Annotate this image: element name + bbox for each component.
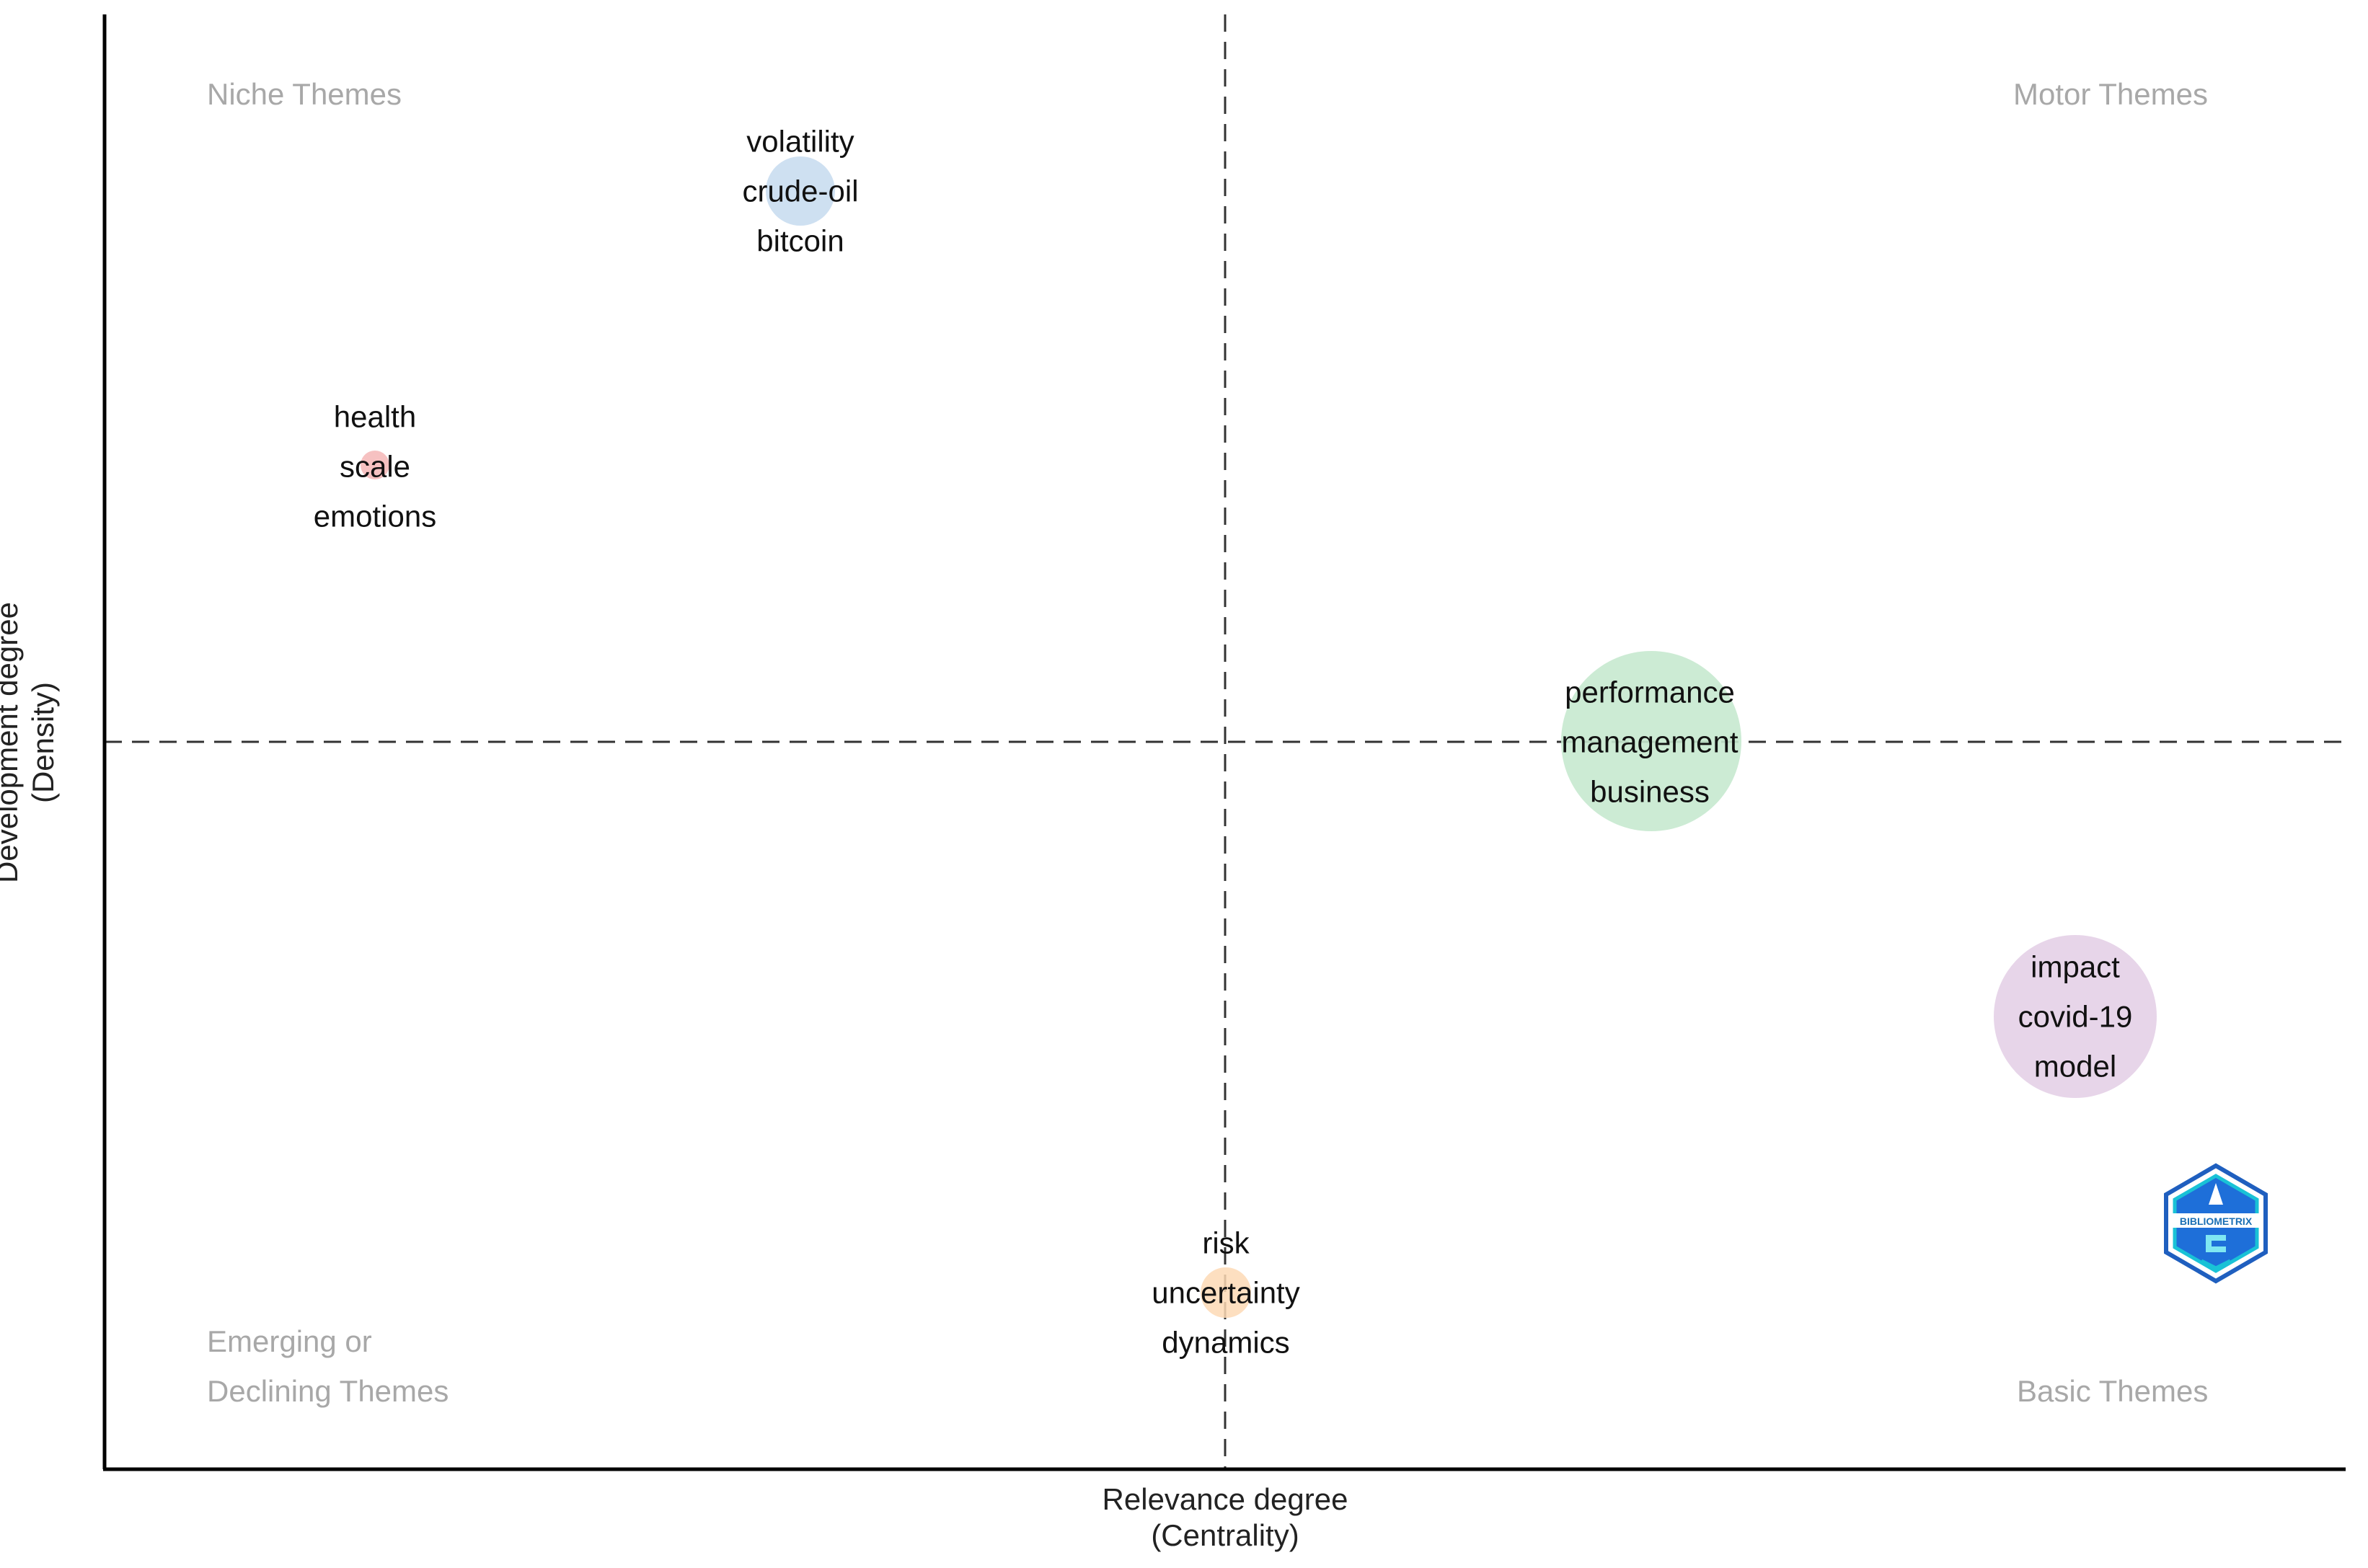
- y-axis-title-line: Development degree: [0, 602, 24, 883]
- quadrant-label-line: Emerging or: [207, 1324, 372, 1358]
- cluster-keyword: management: [1561, 725, 1739, 759]
- cluster-label-impact[interactable]: impact covid-19 model: [2018, 942, 2133, 1091]
- x-axis-title-line: (Centrality): [1151, 1518, 1299, 1552]
- quadrant-label-line: Niche Themes: [207, 77, 402, 111]
- cluster-label-performance[interactable]: performance management business: [1561, 668, 1738, 817]
- cluster-keyword: risk: [1202, 1226, 1250, 1260]
- cluster-bubbles: [361, 156, 2157, 1318]
- x-axis-title: Relevance degree (Centrality): [1081, 1481, 1369, 1554]
- y-axis-title-line: (Density): [26, 681, 60, 804]
- cluster-keyword: bitcoin: [756, 223, 844, 258]
- cluster-bubble-impact[interactable]: [1994, 935, 2157, 1098]
- quadrant-label-basic: Basic Themes: [2017, 1366, 2208, 1416]
- cluster-keyword: uncertainty: [1152, 1275, 1300, 1310]
- cluster-keyword: emotions: [313, 499, 437, 533]
- y-axis-title: Development degree (Density): [0, 598, 61, 887]
- quadrant-label-line: Basic Themes: [2017, 1374, 2209, 1408]
- cluster-keyword: dynamics: [1162, 1325, 1290, 1360]
- cluster-keyword: business: [1590, 774, 1710, 809]
- bibliometrix-logo-icon: BIBLIOMETRIX: [2164, 1163, 2268, 1284]
- cluster-bubble-risk[interactable]: [1201, 1267, 1251, 1318]
- cluster-keyword: health: [333, 399, 417, 434]
- cluster-keyword: crude-oil: [742, 174, 859, 208]
- quadrant-label-line: Declining Themes: [207, 1374, 449, 1408]
- cluster-keyword: scale: [339, 449, 411, 484]
- quadrant-label-niche: Niche Themes: [207, 69, 402, 119]
- cluster-keyword: volatility: [746, 124, 854, 159]
- cluster-label-risk[interactable]: risk uncertainty dynamics: [1152, 1218, 1299, 1368]
- cluster-keyword: model: [2033, 1049, 2117, 1084]
- cluster-bubble-volatility[interactable]: [766, 156, 835, 226]
- cluster-keyword: covid-19: [2018, 999, 2133, 1034]
- cluster-label-volatility[interactable]: volatility crude-oil bitcoin: [742, 117, 858, 266]
- quadrant-label-emerging-declining: Emerging or Declining Themes: [207, 1316, 449, 1416]
- quadrant-label-line: Motor Themes: [2013, 77, 2208, 111]
- quadrant-label-motor: Motor Themes: [2013, 69, 2208, 119]
- cluster-bubble-health[interactable]: [361, 451, 389, 479]
- x-axis-title-line: Relevance degree: [1102, 1482, 1348, 1516]
- cluster-keyword: impact: [2031, 949, 2120, 984]
- svg-text:BIBLIOMETRIX: BIBLIOMETRIX: [2180, 1215, 2253, 1227]
- cluster-bubble-performance[interactable]: [1561, 651, 1741, 831]
- cluster-keyword: performance: [1565, 675, 1735, 709]
- cluster-label-health[interactable]: health scale emotions: [314, 392, 436, 541]
